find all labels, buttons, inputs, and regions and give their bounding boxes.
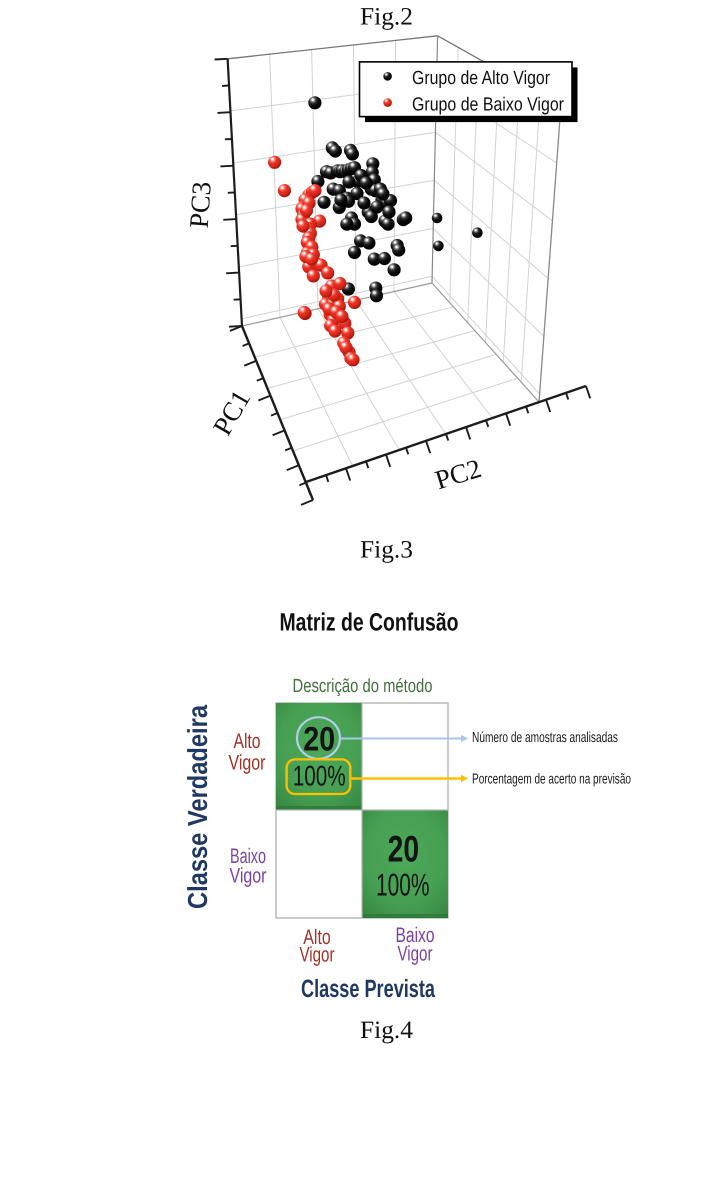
svg-text:Vigor: Vigor: [229, 752, 266, 775]
svg-text:Fig.2: Fig.2: [360, 4, 413, 31]
svg-text:Baixo: Baixo: [230, 845, 266, 868]
svg-text:Fig.4: Fig.4: [360, 1017, 413, 1044]
svg-text:PC3: PC3: [184, 181, 217, 230]
svg-text:20: 20: [388, 829, 420, 870]
svg-text:Porcentagem de acerto na previ: Porcentagem de acerto na previsão: [472, 772, 631, 788]
svg-text:Grupo de Baixo Vigor: Grupo de Baixo Vigor: [412, 95, 565, 116]
svg-text:Número de amostras analisadas: Número de amostras analisadas: [472, 730, 618, 746]
svg-text:Alto: Alto: [303, 926, 331, 949]
svg-text:Vigor: Vigor: [398, 942, 433, 965]
svg-text:Fig.3: Fig.3: [360, 537, 413, 564]
svg-text:Classe Verdadeira: Classe Verdadeira: [182, 704, 213, 909]
svg-text:Grupo de Alto Vigor: Grupo de Alto Vigor: [412, 68, 551, 89]
svg-text:Matriz de Confusão: Matriz de Confusão: [280, 609, 459, 637]
svg-text:Baixo: Baixo: [396, 924, 435, 947]
svg-text:20: 20: [303, 720, 335, 758]
svg-text:Descrição do método: Descrição do método: [293, 676, 433, 697]
svg-text:Vigor: Vigor: [230, 865, 267, 888]
svg-text:Vigor: Vigor: [300, 944, 335, 967]
svg-text:Classe Prevista: Classe Prevista: [301, 975, 436, 1003]
svg-text:Alto: Alto: [234, 730, 261, 753]
svg-text:100%: 100%: [293, 761, 346, 793]
svg-text:100%: 100%: [376, 867, 430, 903]
